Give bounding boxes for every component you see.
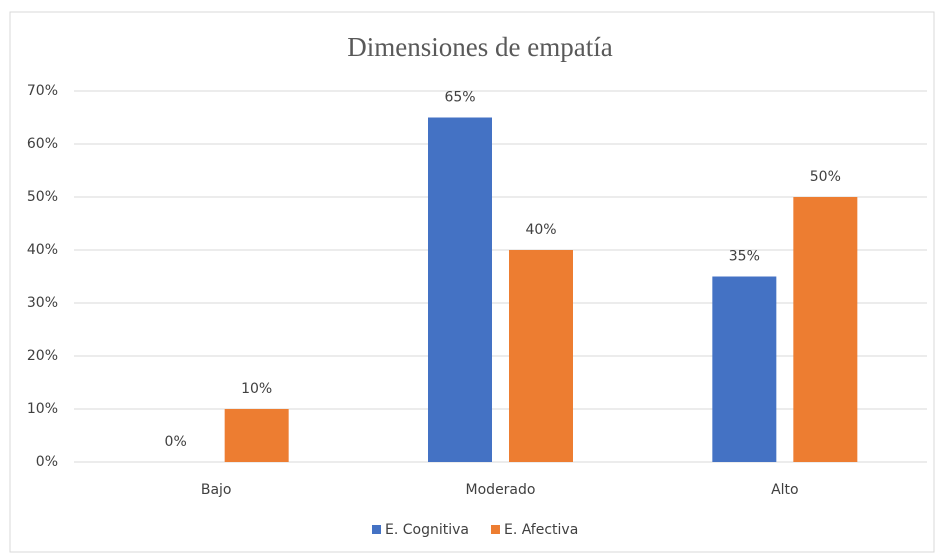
bar	[712, 276, 777, 462]
y-tick-label: 40%	[27, 242, 58, 258]
y-tick-label: 60%	[27, 136, 58, 152]
value-label: 40%	[525, 222, 556, 238]
legend-label: E. Afectiva	[504, 522, 578, 538]
y-tick-label: 0%	[36, 454, 58, 470]
chart-title: Dimensiones de empatía	[347, 32, 612, 62]
legend-label: E. Cognitiva	[385, 522, 469, 538]
value-label: 65%	[444, 90, 475, 106]
bar	[509, 250, 573, 462]
y-tick-label: 30%	[27, 295, 58, 311]
y-tick-label: 50%	[27, 189, 58, 205]
y-tick-label: 10%	[27, 401, 58, 417]
value-label: 0%	[165, 434, 187, 450]
bar	[793, 197, 858, 462]
legend-swatch	[372, 525, 381, 534]
x-tick-label: Moderado	[466, 482, 536, 498]
value-label: 10%	[241, 381, 272, 397]
legend-swatch	[490, 525, 500, 534]
x-tick-label: Alto	[771, 482, 799, 498]
bar	[428, 117, 492, 462]
x-tick-label: Bajo	[201, 482, 232, 498]
y-tick-label: 20%	[27, 348, 58, 364]
bar	[224, 409, 289, 462]
value-label: 50%	[810, 169, 841, 185]
y-tick-label: 70%	[27, 83, 58, 99]
value-label: 35%	[729, 249, 760, 265]
